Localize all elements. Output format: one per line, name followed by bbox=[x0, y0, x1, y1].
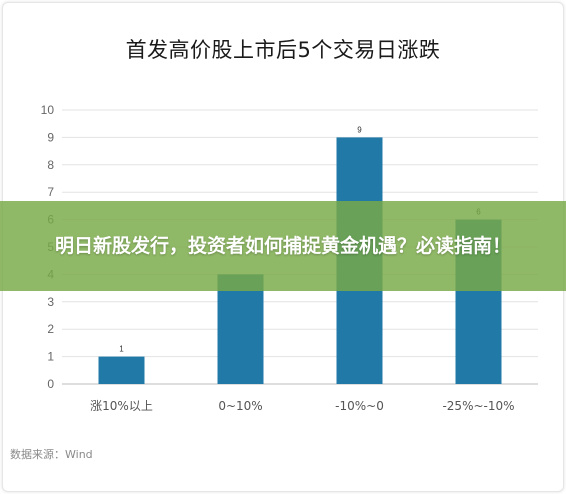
x-tick-label: 0~10% bbox=[218, 399, 262, 413]
data-label: 1 bbox=[119, 345, 124, 354]
data-source: 数据来源：Wind bbox=[10, 448, 93, 461]
y-tick-label: 9 bbox=[47, 130, 54, 144]
bar bbox=[98, 356, 145, 384]
data-label: 9 bbox=[357, 125, 362, 134]
y-tick-label: 3 bbox=[47, 295, 54, 309]
y-tick-label: 7 bbox=[47, 185, 54, 199]
headline-text[interactable]: 明日新股发行，投资者如何捕捉黄金机遇？必读指南！ bbox=[54, 235, 511, 257]
bar bbox=[217, 274, 264, 384]
headline-banner[interactable]: 明日新股发行，投资者如何捕捉黄金机遇？必读指南！ bbox=[0, 201, 566, 291]
y-tick-label: 2 bbox=[47, 322, 54, 336]
x-tick-label: -10%~0 bbox=[335, 399, 384, 413]
y-tick-label: 8 bbox=[47, 158, 54, 172]
labels: 012345678910涨10%以上10~10%-10%~09-25%~-10%… bbox=[41, 103, 515, 413]
x-tick-label: 涨10%以上 bbox=[90, 398, 153, 413]
y-tick-label: 1 bbox=[47, 350, 54, 364]
y-tick-label: 0 bbox=[47, 377, 54, 391]
chart-title: 首发高价股上市后5个交易日涨跌 bbox=[125, 38, 441, 62]
x-tick-label: -25%~-10% bbox=[442, 399, 514, 413]
y-tick-label: 10 bbox=[41, 103, 55, 117]
